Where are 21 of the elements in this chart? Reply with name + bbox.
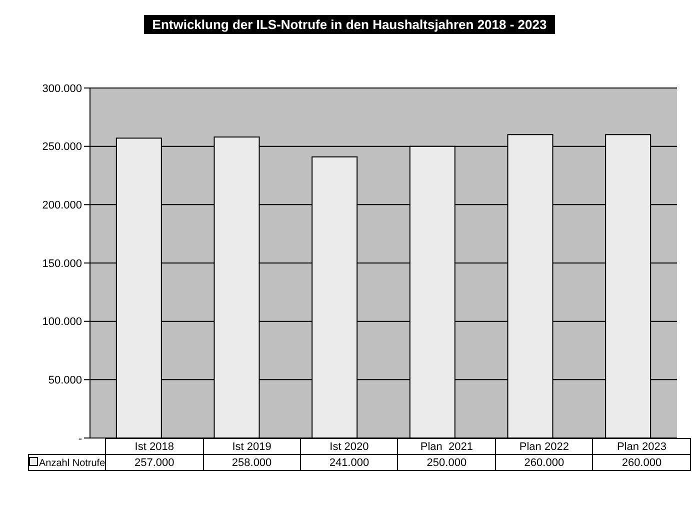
data-label: 241.000 [300,454,398,470]
data-label: 260.000 [592,454,690,470]
x-tick-label: Ist 2018 [106,438,204,454]
x-tick-label: Plan 2022 [495,438,593,454]
data-label: 250.000 [398,454,496,470]
y-tick-label: - [78,432,82,445]
legend-label: Anzahl Notrufe [28,454,106,470]
data-label: 258.000 [203,454,300,470]
x-tick-label: Ist 2020 [300,438,398,454]
chart-title: Entwicklung der ILS-Notrufe in den Haushaltsjahren 2018 - 2023 [144,15,555,34]
y-tick-label: 300.000 [42,82,82,95]
x-tick-label: Plan 2021 [398,438,496,454]
data-label: 260.000 [495,454,593,470]
data-label: 257.000 [106,454,204,470]
y-tick-label: 200.000 [42,200,82,212]
x-tick-label: Ist 2019 [203,438,300,454]
y-tick-label: 100.000 [42,316,82,328]
x-tick-label: Plan 2023 [592,438,690,454]
y-tick-label: 50.000 [48,374,82,387]
y-tick-label: 250.000 [42,141,82,154]
y-tick-label: 150.000 [42,258,82,270]
